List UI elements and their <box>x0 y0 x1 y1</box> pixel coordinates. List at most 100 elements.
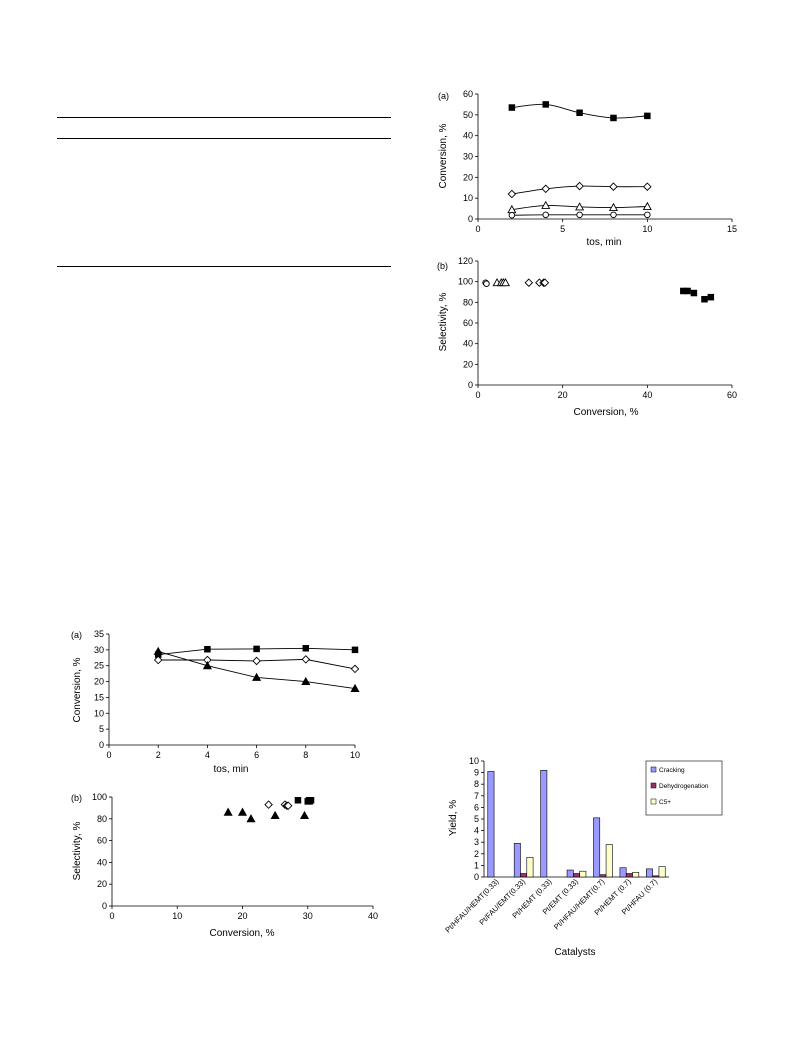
x-axis-label: Conversion, % <box>573 407 638 418</box>
panel-label: (a) <box>438 91 449 101</box>
y-tick-label: 35 <box>94 629 104 639</box>
data-point <box>153 646 163 655</box>
data-point <box>542 211 549 219</box>
bar <box>573 873 580 878</box>
bar <box>579 870 587 878</box>
category-label: Pt/FAU/EMT(0.33) <box>477 877 527 927</box>
y-tick-label: 5 <box>474 814 479 824</box>
data-point <box>707 293 715 301</box>
x-tick-label: 40 <box>368 911 378 921</box>
y-tick-label: 80 <box>97 814 107 824</box>
data-point <box>610 211 617 219</box>
y-tick-label: 0 <box>474 872 479 882</box>
bar <box>540 769 548 878</box>
y-axis-label: Selectivity, % <box>438 293 449 352</box>
bar <box>646 868 653 878</box>
legend-swatch <box>650 798 657 805</box>
data-point <box>483 280 490 287</box>
data-point <box>500 277 511 287</box>
chart-fig1b: (b) Selectivity, % Conversion, % 0 20 40 60… <box>437 256 737 418</box>
bar <box>599 874 607 878</box>
bar <box>632 872 640 878</box>
y-tick-label: 40 <box>463 131 473 141</box>
bar <box>605 844 613 878</box>
y-tick-label: 9 <box>474 768 479 778</box>
data-point <box>270 810 280 820</box>
x-tick-label: 15 <box>727 224 737 234</box>
panel-label: (b) <box>437 261 448 271</box>
x-tick-label: 0 <box>475 390 480 400</box>
y-tick-label: 7 <box>474 791 479 801</box>
table-rule-header <box>57 138 391 139</box>
data-point <box>351 646 359 654</box>
y-tick-label: 60 <box>463 89 473 99</box>
bar <box>513 843 521 878</box>
data-point <box>350 664 360 674</box>
data-point <box>253 645 260 653</box>
data-point <box>610 114 617 122</box>
y-axis-label: Yield, % <box>448 800 459 836</box>
y-tick-label: 40 <box>97 857 107 867</box>
data-point <box>283 801 293 810</box>
y-tick-label: 10 <box>463 193 473 203</box>
x-tick-label: 0 <box>106 750 111 760</box>
data-point <box>524 278 534 287</box>
y-tick-label: 10 <box>94 708 104 718</box>
y-tick-label: 20 <box>463 359 473 369</box>
y-tick-label: 10 <box>469 756 479 766</box>
bar <box>625 873 633 878</box>
chart-fig2b: (b) Selectivity, % Conversion, % 0 20 40 60… <box>71 792 378 939</box>
legend-swatch <box>650 766 657 773</box>
x-tick-label: 60 <box>727 390 737 400</box>
x-axis-label: tos, min <box>213 764 248 775</box>
bar <box>619 867 627 878</box>
x-tick-label: 40 <box>642 390 652 400</box>
data-point <box>701 295 708 303</box>
data-point <box>541 200 551 209</box>
legend-label: Dehydrogenation <box>659 783 709 790</box>
x-tick-label: 20 <box>237 911 247 921</box>
data-point <box>690 289 698 297</box>
y-tick-label: 6 <box>474 802 479 812</box>
data-point <box>542 101 549 108</box>
y-tick-label: 20 <box>94 677 104 687</box>
x-tick-label: 8 <box>303 750 308 760</box>
y-tick-label: 5 <box>99 724 104 734</box>
panel-label: (a) <box>71 630 82 640</box>
y-tick-label: 0 <box>468 380 473 390</box>
y-axis-label: Conversion, % <box>72 657 83 722</box>
data-point <box>302 645 310 652</box>
data-point <box>576 211 583 219</box>
data-point <box>350 683 360 693</box>
y-tick-label: 20 <box>97 879 107 889</box>
y-tick-label: 60 <box>463 318 473 328</box>
y-tick-label: 2 <box>474 849 479 859</box>
data-point <box>644 112 651 120</box>
data-point <box>301 676 311 686</box>
data-point <box>576 109 583 116</box>
panel-label: (b) <box>71 793 82 803</box>
bar <box>566 869 574 878</box>
data-point <box>252 672 262 681</box>
bar <box>526 856 534 878</box>
data-point <box>609 182 618 191</box>
data-point <box>540 278 550 287</box>
table-rule-bottom <box>57 266 391 267</box>
legend-box <box>645 760 723 816</box>
data-point <box>202 661 212 670</box>
y-tick-label: 20 <box>463 172 473 182</box>
x-tick-label: 10 <box>172 911 182 921</box>
x-axis-label: tos, min <box>586 237 621 248</box>
data-point <box>301 655 311 664</box>
y-tick-label: 0 <box>468 214 473 224</box>
data-point <box>223 807 233 816</box>
data-point <box>644 211 651 219</box>
bar <box>658 866 666 878</box>
data-point <box>608 202 619 212</box>
legend-label: Cracking <box>659 767 685 774</box>
y-tick-label: 30 <box>463 152 473 162</box>
data-point <box>204 645 211 653</box>
data-point <box>541 184 551 194</box>
y-tick-label: 100 <box>458 277 473 287</box>
